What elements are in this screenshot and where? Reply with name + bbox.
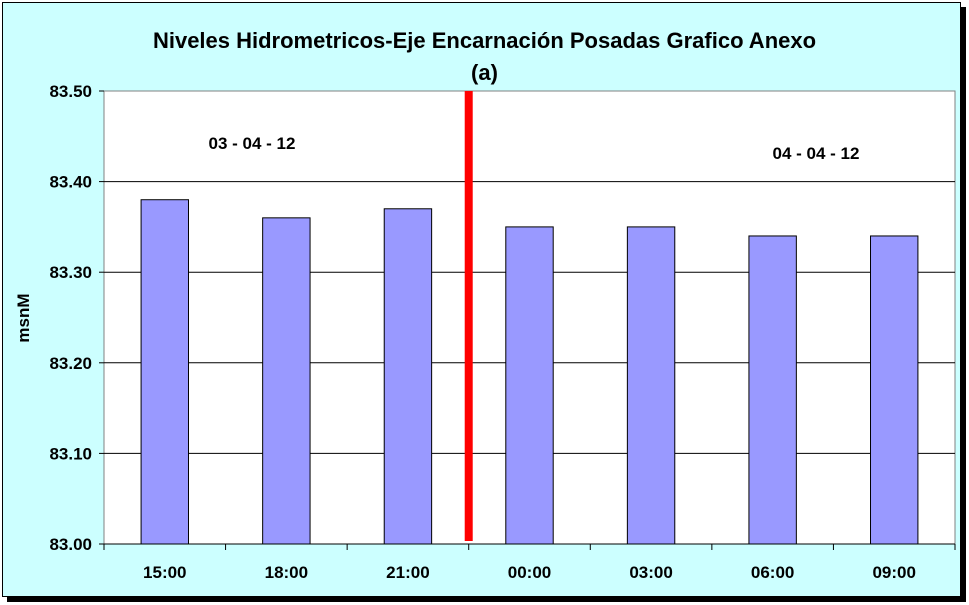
annotation-date-1: 03 - 04 - 12 <box>209 134 296 153</box>
bar <box>140 199 189 545</box>
bar <box>262 217 311 545</box>
bar <box>505 226 554 545</box>
bar <box>748 235 797 545</box>
annotation-date-2: 04 - 04 - 12 <box>773 144 860 163</box>
bar <box>626 226 676 545</box>
x-tick-label: 03:00 <box>629 563 672 582</box>
x-tick-label: 06:00 <box>751 563 794 582</box>
bar <box>383 208 433 545</box>
x-tick-label: 21:00 <box>386 563 429 582</box>
y-tick-label: 83.50 <box>49 82 92 101</box>
y-tick-label: 83.00 <box>49 535 92 554</box>
x-tick-label: 18:00 <box>265 563 308 582</box>
y-tick-labels: 83.00 83.10 83.20 83.30 83.40 83.50 <box>49 82 92 554</box>
y-tick-label: 83.10 <box>49 444 92 463</box>
bars <box>140 199 919 545</box>
x-tick-label: 09:00 <box>872 563 915 582</box>
y-tick-label: 83.20 <box>49 354 92 373</box>
x-tick-label: 00:00 <box>508 563 551 582</box>
y-tick-label: 83.30 <box>49 263 92 282</box>
date-divider-line <box>464 91 473 541</box>
bar <box>870 235 919 545</box>
chart-subtitle: (a) <box>471 60 498 85</box>
y-axis-label: msnM <box>14 293 33 342</box>
x-tick-labels: 15:00 18:00 21:00 00:00 03:00 06:00 09:00 <box>103 544 956 582</box>
chart-title: Niveles Hidrometricos-Eje Encarnación Po… <box>152 28 817 53</box>
x-tick-label: 15:00 <box>143 563 186 582</box>
y-tick-label: 83.40 <box>49 173 92 192</box>
